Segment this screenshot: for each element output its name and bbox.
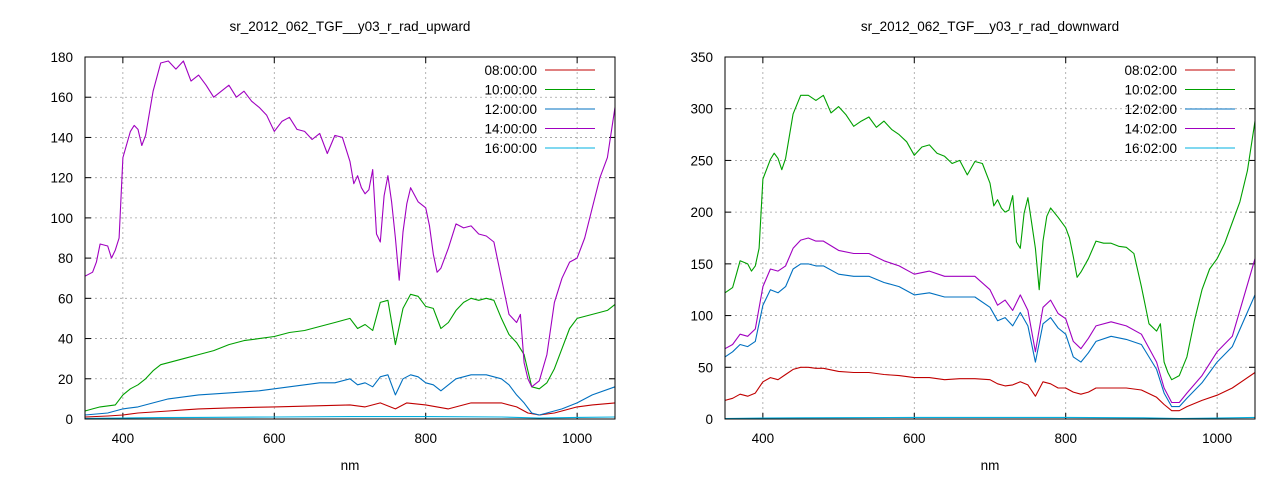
y-tick-label: 0 <box>705 412 713 427</box>
y-tick-label: 120 <box>50 171 73 186</box>
x-tick-label: 800 <box>1054 431 1077 446</box>
x-tick-label: 1000 <box>562 431 592 446</box>
legend-label: 12:00:00 <box>484 102 537 117</box>
legend-label: 08:00:00 <box>484 63 537 78</box>
x-axis-label: nm <box>341 458 360 473</box>
legend-label: 10:02:00 <box>1124 83 1177 98</box>
legend-label: 16:02:00 <box>1124 141 1177 156</box>
legend-label: 08:02:00 <box>1124 63 1177 78</box>
chart-title: sr_2012_062_TGF__y03_r_rad_upward <box>230 19 471 34</box>
series-line-080200 <box>724 366 1256 412</box>
y-tick-label: 100 <box>50 211 73 226</box>
y-tick-label: 0 <box>65 412 73 427</box>
series-line-080000 <box>84 402 616 418</box>
x-tick-label: 1000 <box>1202 431 1232 446</box>
y-tick-label: 350 <box>690 50 713 65</box>
x-tick-label: 600 <box>903 431 926 446</box>
y-tick-label: 300 <box>690 102 713 117</box>
series-line-160000 <box>84 416 616 419</box>
legend-label: 14:02:00 <box>1124 122 1177 137</box>
y-tick-label: 160 <box>50 90 73 105</box>
y-tick-label: 60 <box>58 291 73 306</box>
plot-frame <box>724 56 1256 420</box>
series-line-120000 <box>84 374 616 416</box>
y-tick-label: 80 <box>58 251 73 266</box>
x-axis-label: nm <box>981 458 1000 473</box>
x-tick-label: 600 <box>263 431 286 446</box>
series-line-100000 <box>84 293 616 412</box>
y-tick-label: 180 <box>50 50 73 65</box>
y-tick-label: 200 <box>690 205 713 220</box>
series-line-120200 <box>724 263 1256 408</box>
legend-label: 16:00:00 <box>484 141 537 156</box>
series-line-140200 <box>724 237 1256 404</box>
y-tick-label: 40 <box>58 332 73 347</box>
y-tick-label: 50 <box>698 360 713 375</box>
x-tick-label: 400 <box>752 431 775 446</box>
x-tick-label: 800 <box>414 431 437 446</box>
series-line-100200 <box>724 94 1256 381</box>
legend-label: 14:00:00 <box>484 122 537 137</box>
downward-radiance-chart: sr_2012_062_TGF__y03_r_rad_downward 0 50 10… <box>690 19 1256 473</box>
legend-label: 10:00:00 <box>484 83 537 98</box>
legend-label: 12:02:00 <box>1124 102 1177 117</box>
x-tick-label: 400 <box>112 431 135 446</box>
y-tick-label: 20 <box>58 372 73 387</box>
series-line-140000 <box>84 60 616 388</box>
y-tick-label: 140 <box>50 130 73 145</box>
y-tick-label: 150 <box>690 257 713 272</box>
upward-radiance-chart: sr_2012_062_TGF__y03_r_rad_upward 0 20 40 60… <box>50 19 616 473</box>
plot-frame <box>84 56 616 420</box>
y-tick-label: 100 <box>690 309 713 324</box>
y-tick-label: 250 <box>690 153 713 168</box>
chart-title: sr_2012_062_TGF__y03_r_rad_downward <box>861 19 1119 34</box>
series-line-160200 <box>724 416 1256 420</box>
